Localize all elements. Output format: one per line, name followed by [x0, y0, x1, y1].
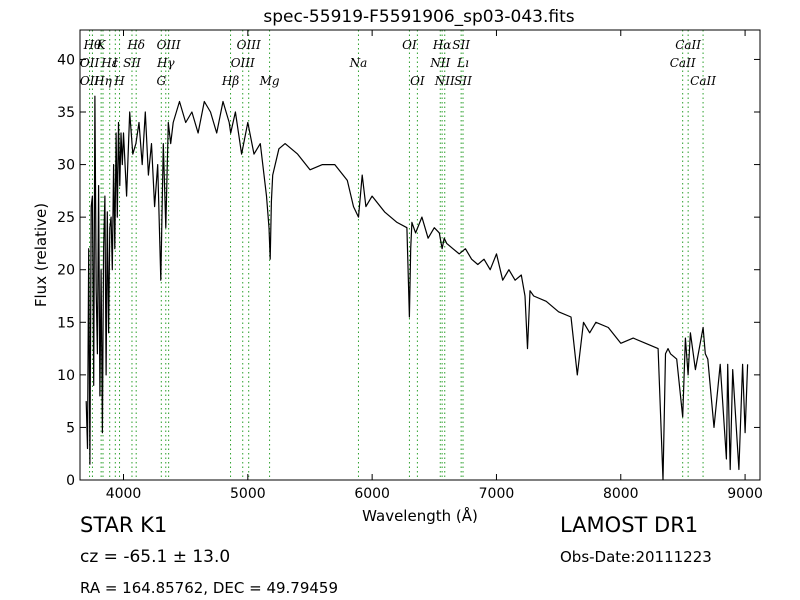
spectral-line-label: OIII	[157, 38, 181, 52]
spectral-line-label: SII	[123, 56, 141, 70]
spectral-line-label: CaII	[670, 56, 696, 70]
spectral-line-label: Hβ	[221, 74, 239, 88]
spectral-line-label: Hα	[432, 38, 452, 52]
spectral-line-label: Hγ	[156, 56, 175, 70]
observation-date: Obs-Date:20111223	[560, 548, 712, 566]
plot-frame	[79, 29, 761, 481]
spectral-line-label: Na	[349, 56, 368, 70]
spectral-line-label: I	[112, 56, 118, 70]
spectral-line-label: CaII	[690, 74, 716, 88]
y-tick-label: 35	[57, 105, 75, 121]
spectral-line-label: Hη	[93, 74, 112, 88]
chart-title: spec-55919-F5591906_sp03-043.fits	[263, 7, 574, 27]
x-axis-ticks: 4000 5000 6000 7000 8000 9000	[106, 30, 763, 502]
spectral-line-label: OII	[80, 74, 100, 88]
spectral-line-label: Hθ	[83, 38, 102, 52]
spectral-line-label: NII	[429, 56, 450, 70]
y-axis-label: Flux (relative)	[32, 203, 50, 307]
y-tick-label: 0	[66, 473, 75, 489]
series-layer	[85, 95, 749, 481]
y-tick-label: 10	[57, 368, 75, 384]
x-tick-label: 9000	[727, 486, 763, 502]
spectral-line-label: K	[96, 38, 107, 52]
spectral-line-label: Hδ	[126, 38, 145, 52]
spectrum-line	[85, 95, 749, 481]
x-axis-label: Wavelength (Å)	[362, 506, 478, 525]
spectral-line-label: OIII	[237, 38, 261, 52]
y-axis-ticks: 0 5 10 15 20 25 30 35 40	[57, 52, 760, 489]
ra-dec-coordinates: RA = 164.85762, DEC = 49.79459	[80, 579, 339, 597]
y-tick-label: 30	[57, 158, 75, 174]
spectral-line-label: OI	[402, 38, 417, 52]
spectral-line-label: Mg	[259, 74, 280, 88]
y-tick-label: 25	[57, 210, 75, 226]
x-tick-label: 7000	[479, 486, 515, 502]
spectral-line-label: OIII	[231, 56, 255, 70]
y-tick-label: 40	[57, 52, 75, 68]
spectral-line-label: OII	[80, 56, 100, 70]
spectral-line-label: CaII	[675, 38, 701, 52]
spectral-line-label: NII	[434, 74, 455, 88]
y-tick-label: 5	[66, 420, 75, 436]
spectral-class-label: STAR K1	[80, 513, 168, 537]
spectral-line-label: SII	[452, 38, 470, 52]
x-tick-label: 5000	[230, 486, 266, 502]
spectral-line-label: Hε	[100, 56, 118, 70]
y-tick-label: 15	[57, 315, 75, 331]
spectral-line-label: OI	[410, 74, 425, 88]
x-tick-label: 4000	[106, 486, 142, 502]
x-tick-label: 8000	[603, 486, 639, 502]
y-tick-label: 20	[57, 263, 75, 279]
spectral-line-label: Lı	[456, 56, 469, 70]
spectral-line-markers	[89, 30, 704, 480]
spectral-line-label: H	[113, 74, 125, 88]
x-tick-label: 6000	[354, 486, 390, 502]
spectral-line-label: G	[157, 74, 167, 88]
redshift-cz: cz = -65.1 ± 13.0	[80, 547, 231, 567]
spectral-line-label: SII	[454, 74, 472, 88]
survey-name: LAMOST DR1	[560, 513, 699, 537]
